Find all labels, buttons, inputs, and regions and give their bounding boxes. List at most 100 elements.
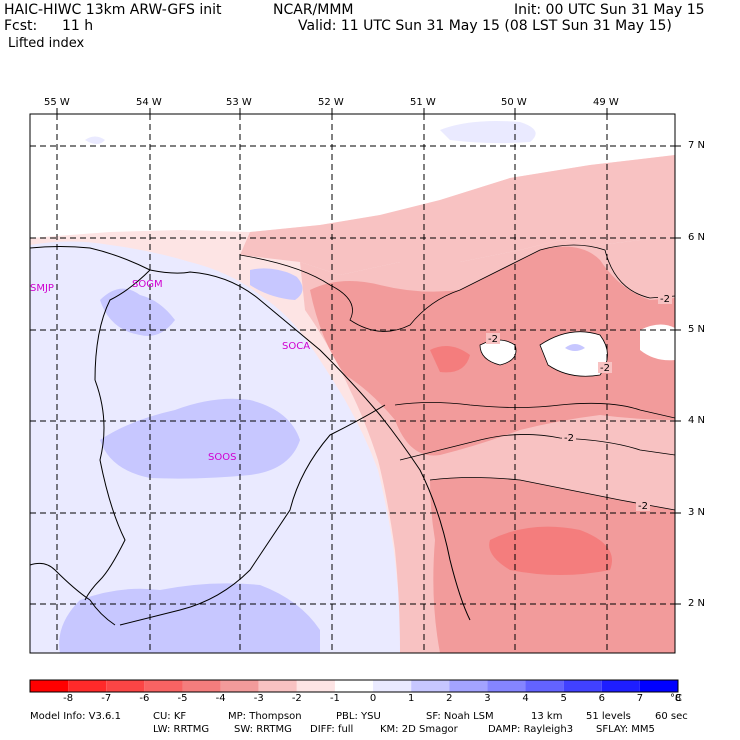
forecast-hours: 11 h <box>62 18 94 34</box>
lon-label-49w: 49 W <box>593 97 619 108</box>
field-name: Lifted index <box>8 36 85 51</box>
lat-label-7n: 7 N <box>688 140 706 151</box>
footer-microphysics: MP: Thompson <box>228 711 302 722</box>
map-ticks <box>56 108 681 605</box>
coastline <box>30 246 471 621</box>
colorbar-swatch <box>487 680 526 692</box>
station-soca: SOCA <box>282 341 311 352</box>
contour-minus2-c <box>399 434 675 461</box>
contour-label-3: -2 <box>564 433 574 444</box>
lat-label-6n: 6 N <box>688 232 706 243</box>
colorbar-swatch <box>334 680 374 692</box>
lat-label-2n: 2 N <box>688 598 706 609</box>
colorbar-swatch <box>449 680 488 692</box>
stable-dot <box>565 344 585 351</box>
contour-label-5: -2 <box>660 294 670 305</box>
contour-minus2-d <box>429 477 675 511</box>
station-soos: SOOS <box>208 452 237 463</box>
forecast-label: Fcst: <box>4 18 38 34</box>
colorbar-swatch <box>220 680 259 692</box>
colorbar-swatch <box>296 680 335 692</box>
colorbar-level-label: 4 <box>522 693 529 704</box>
colorbar-level-label: -1 <box>329 693 340 704</box>
lat-label-4n: 4 N <box>688 415 706 426</box>
footer-cumulus: CU: KF <box>153 711 187 722</box>
colorbar-swatch <box>144 680 183 692</box>
border-south <box>30 562 116 626</box>
colorbar-level-label: 2 <box>446 693 453 704</box>
colorbar-level-label: 6 <box>598 693 605 704</box>
lat-label-5n: 5 N <box>688 324 706 335</box>
footer-damping: DAMP: Rayleigh3 <box>488 724 574 735</box>
lon-label-50w: 50 W <box>501 97 527 108</box>
colorbar-level-label: -4 <box>215 693 226 704</box>
contour-label-1: -2 <box>488 334 498 345</box>
station-smjp: SMJP <box>30 283 54 294</box>
lon-label-51w: 51 W <box>410 97 436 108</box>
footer-diffusion: DIFF: full <box>310 724 354 735</box>
colorbar-unit: °C <box>670 693 682 704</box>
neutral-eye-1 <box>480 340 516 365</box>
colorbar-swatch <box>525 680 564 692</box>
colorbar-swatch <box>68 680 107 692</box>
colorbar-swatch <box>601 680 640 692</box>
colorbar-level-label: 8 <box>674 693 682 704</box>
station-sogm: SOGM <box>132 279 163 290</box>
stable-patch-1 <box>100 288 175 336</box>
footer-shortwave: SW: RRTMG <box>234 724 292 735</box>
lon-label-54w: 54 W <box>136 97 162 108</box>
stable-patch-north2 <box>85 136 105 144</box>
footer-levels: 51 levels <box>586 711 631 722</box>
unstable-peak-2 <box>489 526 612 575</box>
colorbar-level-label: -8 <box>63 693 74 704</box>
contour-minus2-a <box>239 244 675 332</box>
neutral-eye-2 <box>540 331 608 377</box>
footer-timestep: 60 sec <box>655 711 688 722</box>
lat-label-3n: 3 N <box>688 507 706 518</box>
footer-pbl: PBL: YSU <box>336 711 381 722</box>
border-suriname-guiana <box>119 404 386 626</box>
footer-km: KM: 2D Smagor <box>380 724 458 735</box>
colorbar-swatch <box>182 680 221 692</box>
footer-surface: SF: Noah LSM <box>426 711 494 722</box>
lon-label-55w: 55 W <box>44 97 70 108</box>
lon-label-53w: 53 W <box>226 97 252 108</box>
footer-surface-layer: SFLAY: MM5 <box>596 724 655 735</box>
colorbar-swatch <box>563 680 602 692</box>
lat-lon-grid <box>30 114 675 653</box>
stable-patch-3 <box>59 583 321 653</box>
colorbar-swatch <box>106 680 145 692</box>
unstable-peak-1 <box>430 346 470 373</box>
neutral-eye-3 <box>640 324 675 361</box>
colorbar-swatch <box>30 680 69 692</box>
neutral-zone-north <box>30 114 675 238</box>
contour-label-2: -2 <box>600 363 610 374</box>
colorbar <box>30 680 678 692</box>
model-title: HAIC-HIWC 13km ARW-GFS init <box>4 2 222 18</box>
colorbar-level-label: -6 <box>139 693 150 704</box>
colorbar-level-label: -2 <box>291 693 302 704</box>
center-name: NCAR/MMM <box>273 2 354 18</box>
colorbar-level-label: 3 <box>484 693 491 704</box>
contour-label-4: -2 <box>638 501 648 512</box>
valid-time: Valid: 11 UTC Sun 31 May 15 (08 LST Sun … <box>298 18 672 34</box>
colorbar-level-label: -7 <box>101 693 112 704</box>
colorbar-level-label: 7 <box>636 693 644 704</box>
border-guyana-suriname <box>84 269 151 601</box>
lon-label-52w: 52 W <box>318 97 344 108</box>
stable-patch-north <box>440 121 536 144</box>
colorbar-swatch <box>411 680 450 692</box>
stable-patch-4 <box>250 268 303 300</box>
colorbar-level-label: -5 <box>177 693 188 704</box>
colorbar-swatch <box>373 680 412 692</box>
colorbar-level-label: 1 <box>407 693 415 704</box>
colorbar-level-label: 0 <box>369 693 377 704</box>
colorbar-swatch <box>258 680 297 692</box>
unstable-zone-ne <box>240 155 675 275</box>
contour-minus2-b <box>394 402 675 419</box>
footer-resolution: 13 km <box>531 711 563 722</box>
colorbar-level-label: 5 <box>560 693 567 704</box>
colorbar-swatch <box>639 680 678 692</box>
colorbar-frame <box>29 679 679 693</box>
